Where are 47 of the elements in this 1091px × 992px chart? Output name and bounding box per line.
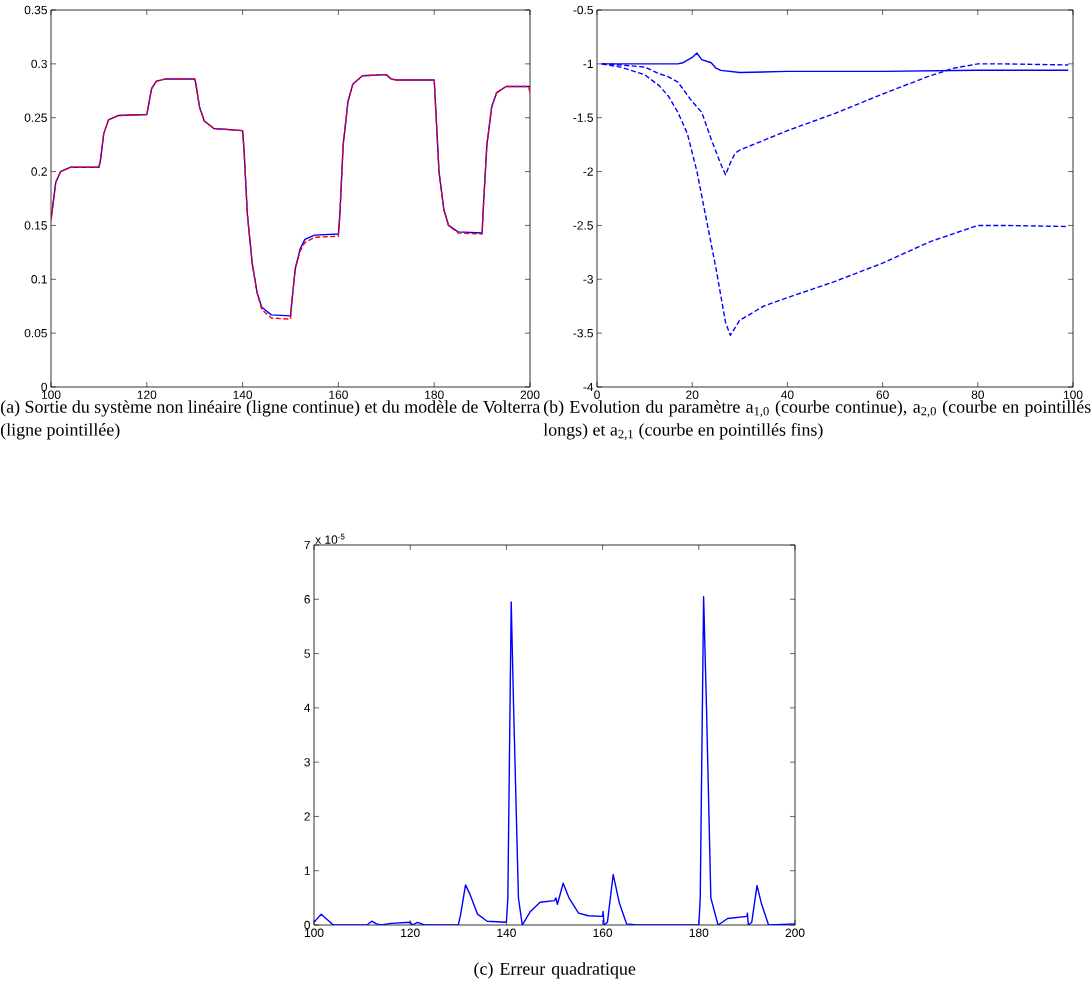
y-tick-label: -1 — [583, 59, 593, 68]
x-tick-label: 120 — [137, 390, 157, 399]
x-tick-label: 60 — [876, 390, 889, 399]
y-tick-label: 0.1 — [31, 275, 47, 284]
y-tick-label: 6 — [304, 595, 310, 604]
y-tick-label: 1 — [304, 866, 310, 875]
y-tick-label: -4 — [583, 382, 594, 392]
y-tick-label: 0.2 — [31, 167, 47, 176]
y-tick-label: 0 — [304, 920, 311, 930]
y-tick-label: 0 — [41, 382, 48, 392]
y-tick-label: -1.5 — [573, 113, 593, 122]
y-tick-label: -2.5 — [573, 221, 593, 230]
x-tick-label: 120 — [401, 928, 420, 937]
y-tick-label: -3.5 — [573, 328, 593, 338]
x-tick-label: 100 — [41, 390, 61, 399]
x-tick-label: 180 — [425, 390, 444, 399]
y-tick-label: 0.25 — [24, 113, 47, 122]
x-tick-label: 200 — [785, 928, 805, 937]
x-tick-label: 160 — [593, 928, 613, 937]
y-tick-label: 0.3 — [31, 59, 47, 69]
y-tick-label: 3 — [304, 757, 310, 767]
y-tick-label: 5 — [304, 649, 310, 658]
chart-title: (b) Evolution du paramètre a$_{1,0}$ (courbe continue), a$_{2,0}$ (courbe en pointillés longs) et a$_{2,1}$ (courbe en pointillés fins) — [543, 400, 1091, 441]
x-tick-label: 40 — [781, 390, 794, 399]
y-tick-label: -3 — [583, 275, 593, 284]
x-tick-label: 160 — [329, 390, 348, 399]
y-tick-label: 7 — [304, 540, 310, 550]
line-series — [314, 595, 796, 926]
x-tick-label: 80 — [971, 390, 984, 399]
y-tick-label: 4 — [304, 703, 311, 712]
x-tick-label: 0 — [594, 390, 600, 399]
x-tick-label: 100 — [304, 928, 324, 937]
y-tick-label: 0.15 — [24, 221, 47, 230]
x-tick-label: 200 — [520, 390, 540, 399]
y-tick-label: 0.35 — [24, 5, 47, 15]
x-tick-label: 180 — [689, 928, 709, 937]
x-tick-label: 100 — [1063, 390, 1083, 399]
x-tick-label: 140 — [497, 928, 516, 937]
y-tick-label: -0.5 — [573, 5, 593, 15]
text: (a) Sortie du système non linéaire (ligne continue) et du modèle de Volterra (ligne pointillée) — [0, 400, 541, 440]
text: x 10$^{-5}$ — [315, 533, 345, 544]
y-tick-label: 2 — [304, 812, 310, 821]
text: (c) Erreur quadratique — [474, 962, 636, 979]
y-tick-label: 0.05 — [24, 328, 47, 338]
y-tick-label: -2 — [583, 167, 593, 176]
x-tick-label: 140 — [233, 390, 253, 399]
x-tick-label: 20 — [686, 390, 699, 399]
